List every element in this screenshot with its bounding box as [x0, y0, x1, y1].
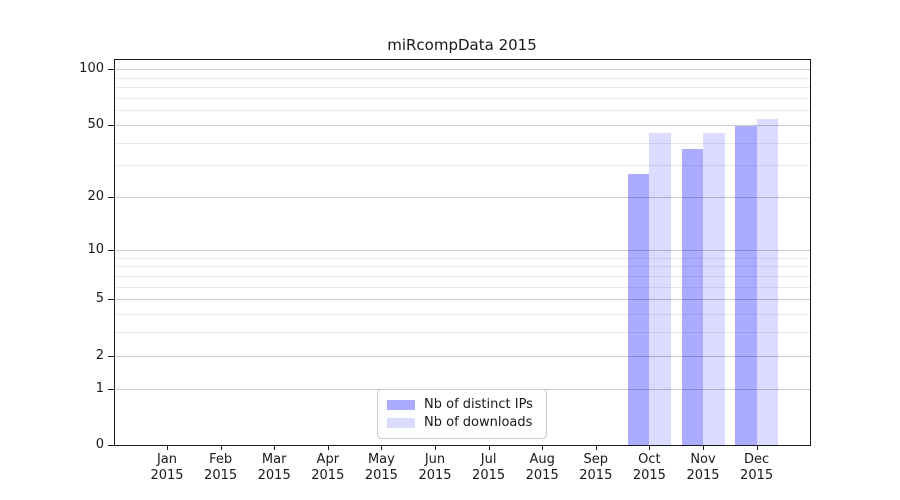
x-tick-mark [167, 446, 168, 450]
gridline-minor [115, 87, 810, 89]
gridline-major [115, 197, 810, 199]
y-tick-label: 100 [79, 61, 104, 77]
x-tick-month: Dec [744, 452, 770, 467]
x-tick-label: Nov 2015 [671, 452, 735, 484]
bar-downloads [756, 118, 779, 445]
x-tick-label: Aug 2015 [510, 452, 574, 484]
y-tick-label: 50 [87, 116, 104, 132]
gridline-major [115, 124, 810, 126]
y-tick-mark [108, 445, 114, 446]
x-tick-label: Apr 2015 [296, 452, 360, 484]
x-tick-month: Jun [424, 452, 446, 467]
x-tick-year: 2015 [472, 468, 506, 483]
y-tick-mark [108, 299, 114, 301]
bar-distinct-ips [627, 173, 650, 445]
legend-row: Nb of distinct IPs [387, 396, 537, 414]
x-tick-year: 2015 [525, 468, 559, 483]
gridline-minor [115, 257, 810, 259]
gridline-minor [115, 165, 810, 167]
gridline-minor [115, 110, 810, 112]
x-tick-mark [756, 446, 758, 450]
x-tick-year: 2015 [257, 468, 291, 483]
gridline-minor [115, 275, 810, 277]
y-tick-mark [108, 69, 114, 71]
x-tick-label: Oct 2015 [617, 452, 681, 484]
bar-distinct-ips [681, 148, 703, 445]
gridline-minor [115, 313, 810, 315]
plot-area [114, 59, 811, 446]
x-tick-mark [381, 446, 383, 450]
x-tick-year: 2015 [579, 468, 613, 483]
x-tick-label: Jan 2015 [135, 452, 199, 484]
x-tick-year: 2015 [204, 468, 238, 483]
gridline-minor [115, 266, 810, 268]
x-tick-month: Oct [638, 452, 661, 467]
gridline-minor [115, 332, 810, 334]
x-tick-year: 2015 [686, 468, 720, 483]
x-tick-month: May [367, 452, 395, 467]
x-tick-label: Dec 2015 [725, 452, 789, 484]
x-tick-mark [703, 446, 704, 450]
gridline-major [115, 69, 810, 71]
y-tick-mark [108, 355, 114, 357]
x-tick-mark [595, 446, 597, 450]
legend: Nb of distinct IPs Nb of downloads [377, 389, 547, 439]
x-tick-label: Mar 2015 [242, 452, 306, 484]
x-tick-mark [542, 446, 544, 450]
y-tick-label: 20 [87, 189, 104, 205]
x-tick-year: 2015 [150, 468, 184, 483]
legend-row: Nb of downloads [387, 414, 537, 432]
x-tick-year: 2015 [364, 468, 398, 483]
x-tick-mark [327, 446, 329, 450]
x-tick-label: May 2015 [349, 452, 413, 484]
gridline-minor [115, 286, 810, 288]
legend-swatch-distinct-ips [387, 400, 415, 410]
y-tick-mark [108, 124, 114, 126]
x-tick-month: Sep [583, 452, 609, 467]
legend-label: Nb of downloads [424, 415, 533, 430]
legend-label: Nb of distinct IPs [424, 397, 533, 412]
x-tick-month: Aug [529, 452, 555, 467]
x-tick-month: Jan [156, 452, 178, 467]
x-tick-year: 2015 [632, 468, 666, 483]
x-tick-month: Apr [316, 452, 340, 467]
x-tick-mark [488, 446, 490, 450]
x-tick-label: Jun 2015 [403, 452, 467, 484]
y-tick-mark [108, 388, 114, 390]
x-tick-year: 2015 [418, 468, 452, 483]
gridline-minor [115, 97, 810, 99]
x-tick-mark [220, 446, 222, 450]
bar-downloads [649, 133, 671, 445]
x-tick-label: Jul 2015 [457, 452, 521, 484]
y-tick-mark [108, 249, 114, 251]
gridline-major [115, 249, 810, 251]
x-tick-mark [435, 446, 436, 450]
x-tick-mark [649, 446, 651, 450]
x-tick-year: 2015 [311, 468, 345, 483]
y-tick-label: 0 [95, 437, 104, 452]
bar-downloads [703, 133, 725, 445]
x-tick-month: Nov [690, 452, 716, 467]
gridline-major [115, 355, 810, 357]
x-tick-year: 2015 [740, 468, 774, 483]
y-tick-mark [108, 197, 114, 199]
y-tick-label: 2 [95, 347, 104, 363]
bar-distinct-ips [735, 126, 757, 445]
y-tick-label: 10 [87, 241, 104, 257]
chart-title: miRcompData 2015 [387, 36, 537, 54]
x-tick-month: Jul [480, 452, 497, 467]
x-tick-label: Feb 2015 [189, 452, 253, 484]
y-tick-label: 5 [95, 291, 104, 307]
gridline-major [115, 299, 810, 301]
x-tick-label: Sep 2015 [564, 452, 628, 484]
gridline-minor [115, 142, 810, 144]
x-tick-month: Mar [261, 452, 287, 467]
y-tick-label: 1 [95, 380, 104, 396]
legend-swatch-downloads [387, 418, 415, 428]
x-tick-month: Feb [209, 452, 233, 467]
gridline-minor [115, 77, 810, 79]
x-tick-mark [274, 446, 276, 450]
